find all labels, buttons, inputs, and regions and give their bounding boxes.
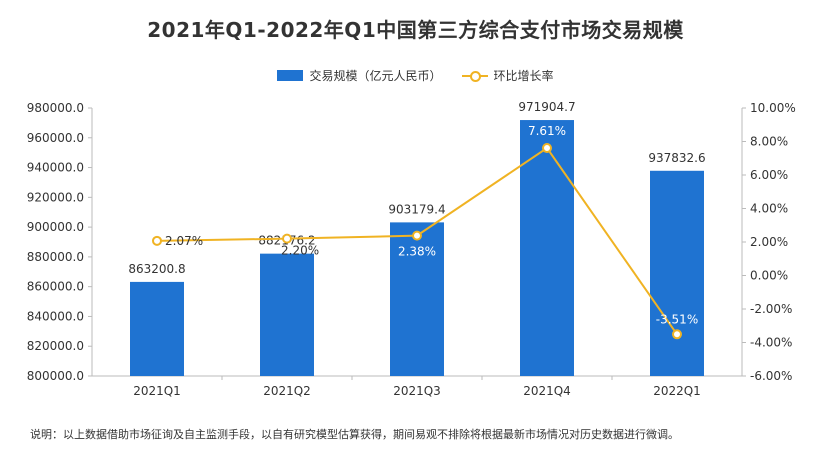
x-tick-label: 2021Q1 (133, 384, 181, 398)
growth-point (412, 230, 422, 241)
growth-point (282, 233, 292, 244)
legend-bar-swatch (277, 70, 304, 81)
y-right-tick-label: 4.00% (750, 202, 788, 216)
y-left-tick-label: 920000.0 (27, 190, 84, 204)
y-right-tick-label: 6.00% (750, 168, 788, 182)
legend-bar-label: 交易规模（亿元人民币） (309, 69, 442, 83)
bar-data-label: 863200.8 (128, 262, 185, 276)
bar-data-label: 903179.4 (388, 202, 445, 216)
y-left-tick-label: 880000.0 (27, 250, 84, 264)
growth-point (672, 329, 682, 340)
bar (130, 281, 184, 376)
bar-data-label: 971904.7 (518, 100, 575, 114)
x-tick-label: 2021Q4 (523, 384, 571, 398)
growth-point (542, 143, 552, 154)
y-left-tick-label: 840000.0 (27, 309, 84, 323)
y-left-tick-label: 820000.0 (27, 339, 84, 353)
growth-point (152, 235, 162, 246)
y-left-tick-label: 960000.0 (27, 131, 84, 145)
growth-data-label: -3.51% (656, 312, 698, 326)
bar-data-label: 937832.6 (648, 151, 705, 165)
x-tick-label: 2021Q3 (393, 384, 441, 398)
bar (650, 170, 704, 376)
y-right-tick-label: 0.00% (750, 269, 788, 283)
chart-title: 2021年Q1-2022年Q1中国第三方综合支付市场交易规模 (147, 18, 684, 42)
x-tick-label: 2021Q2 (263, 384, 311, 398)
chart-legend: 交易规模（亿元人民币） 环比增长率 (0, 67, 831, 84)
y-right-tick-label: 2.00% (750, 235, 788, 249)
bar (390, 222, 444, 376)
footer-note: 说明：以上数据借助市场征询及自主监测手段，以自有研究模型估算获得，期间易观不排除… (30, 428, 679, 441)
legend-item-line: 环比增长率 (461, 67, 554, 84)
legend-line-swatch (461, 70, 488, 82)
growth-data-label: 2.38% (398, 245, 436, 259)
y-right-tick-label: 10.00% (750, 101, 796, 115)
y-left-tick-label: 980000.0 (27, 101, 84, 115)
y-right-tick-label: -2.00% (750, 302, 792, 316)
growth-data-label: 7.61% (528, 124, 566, 138)
y-right-tick-label: -4.00% (750, 336, 792, 350)
bar (260, 253, 314, 376)
y-left-tick-label: 900000.0 (27, 220, 84, 234)
legend-line-label: 环比增长率 (493, 69, 554, 83)
x-tick-label: 2022Q1 (653, 384, 701, 398)
y-left-tick-label: 800000.0 (27, 369, 84, 383)
y-left-tick-label: 940000.0 (27, 161, 84, 175)
y-right-tick-label: 8.00% (750, 135, 788, 149)
bar (520, 120, 574, 376)
legend-item-bar: 交易规模（亿元人民币） (277, 67, 442, 84)
y-right-tick-label: -6.00% (750, 369, 792, 383)
y-left-tick-label: 860000.0 (27, 280, 84, 294)
growth-data-label: 2.20% (281, 244, 319, 258)
growth-data-label: 2.07% (165, 234, 203, 248)
